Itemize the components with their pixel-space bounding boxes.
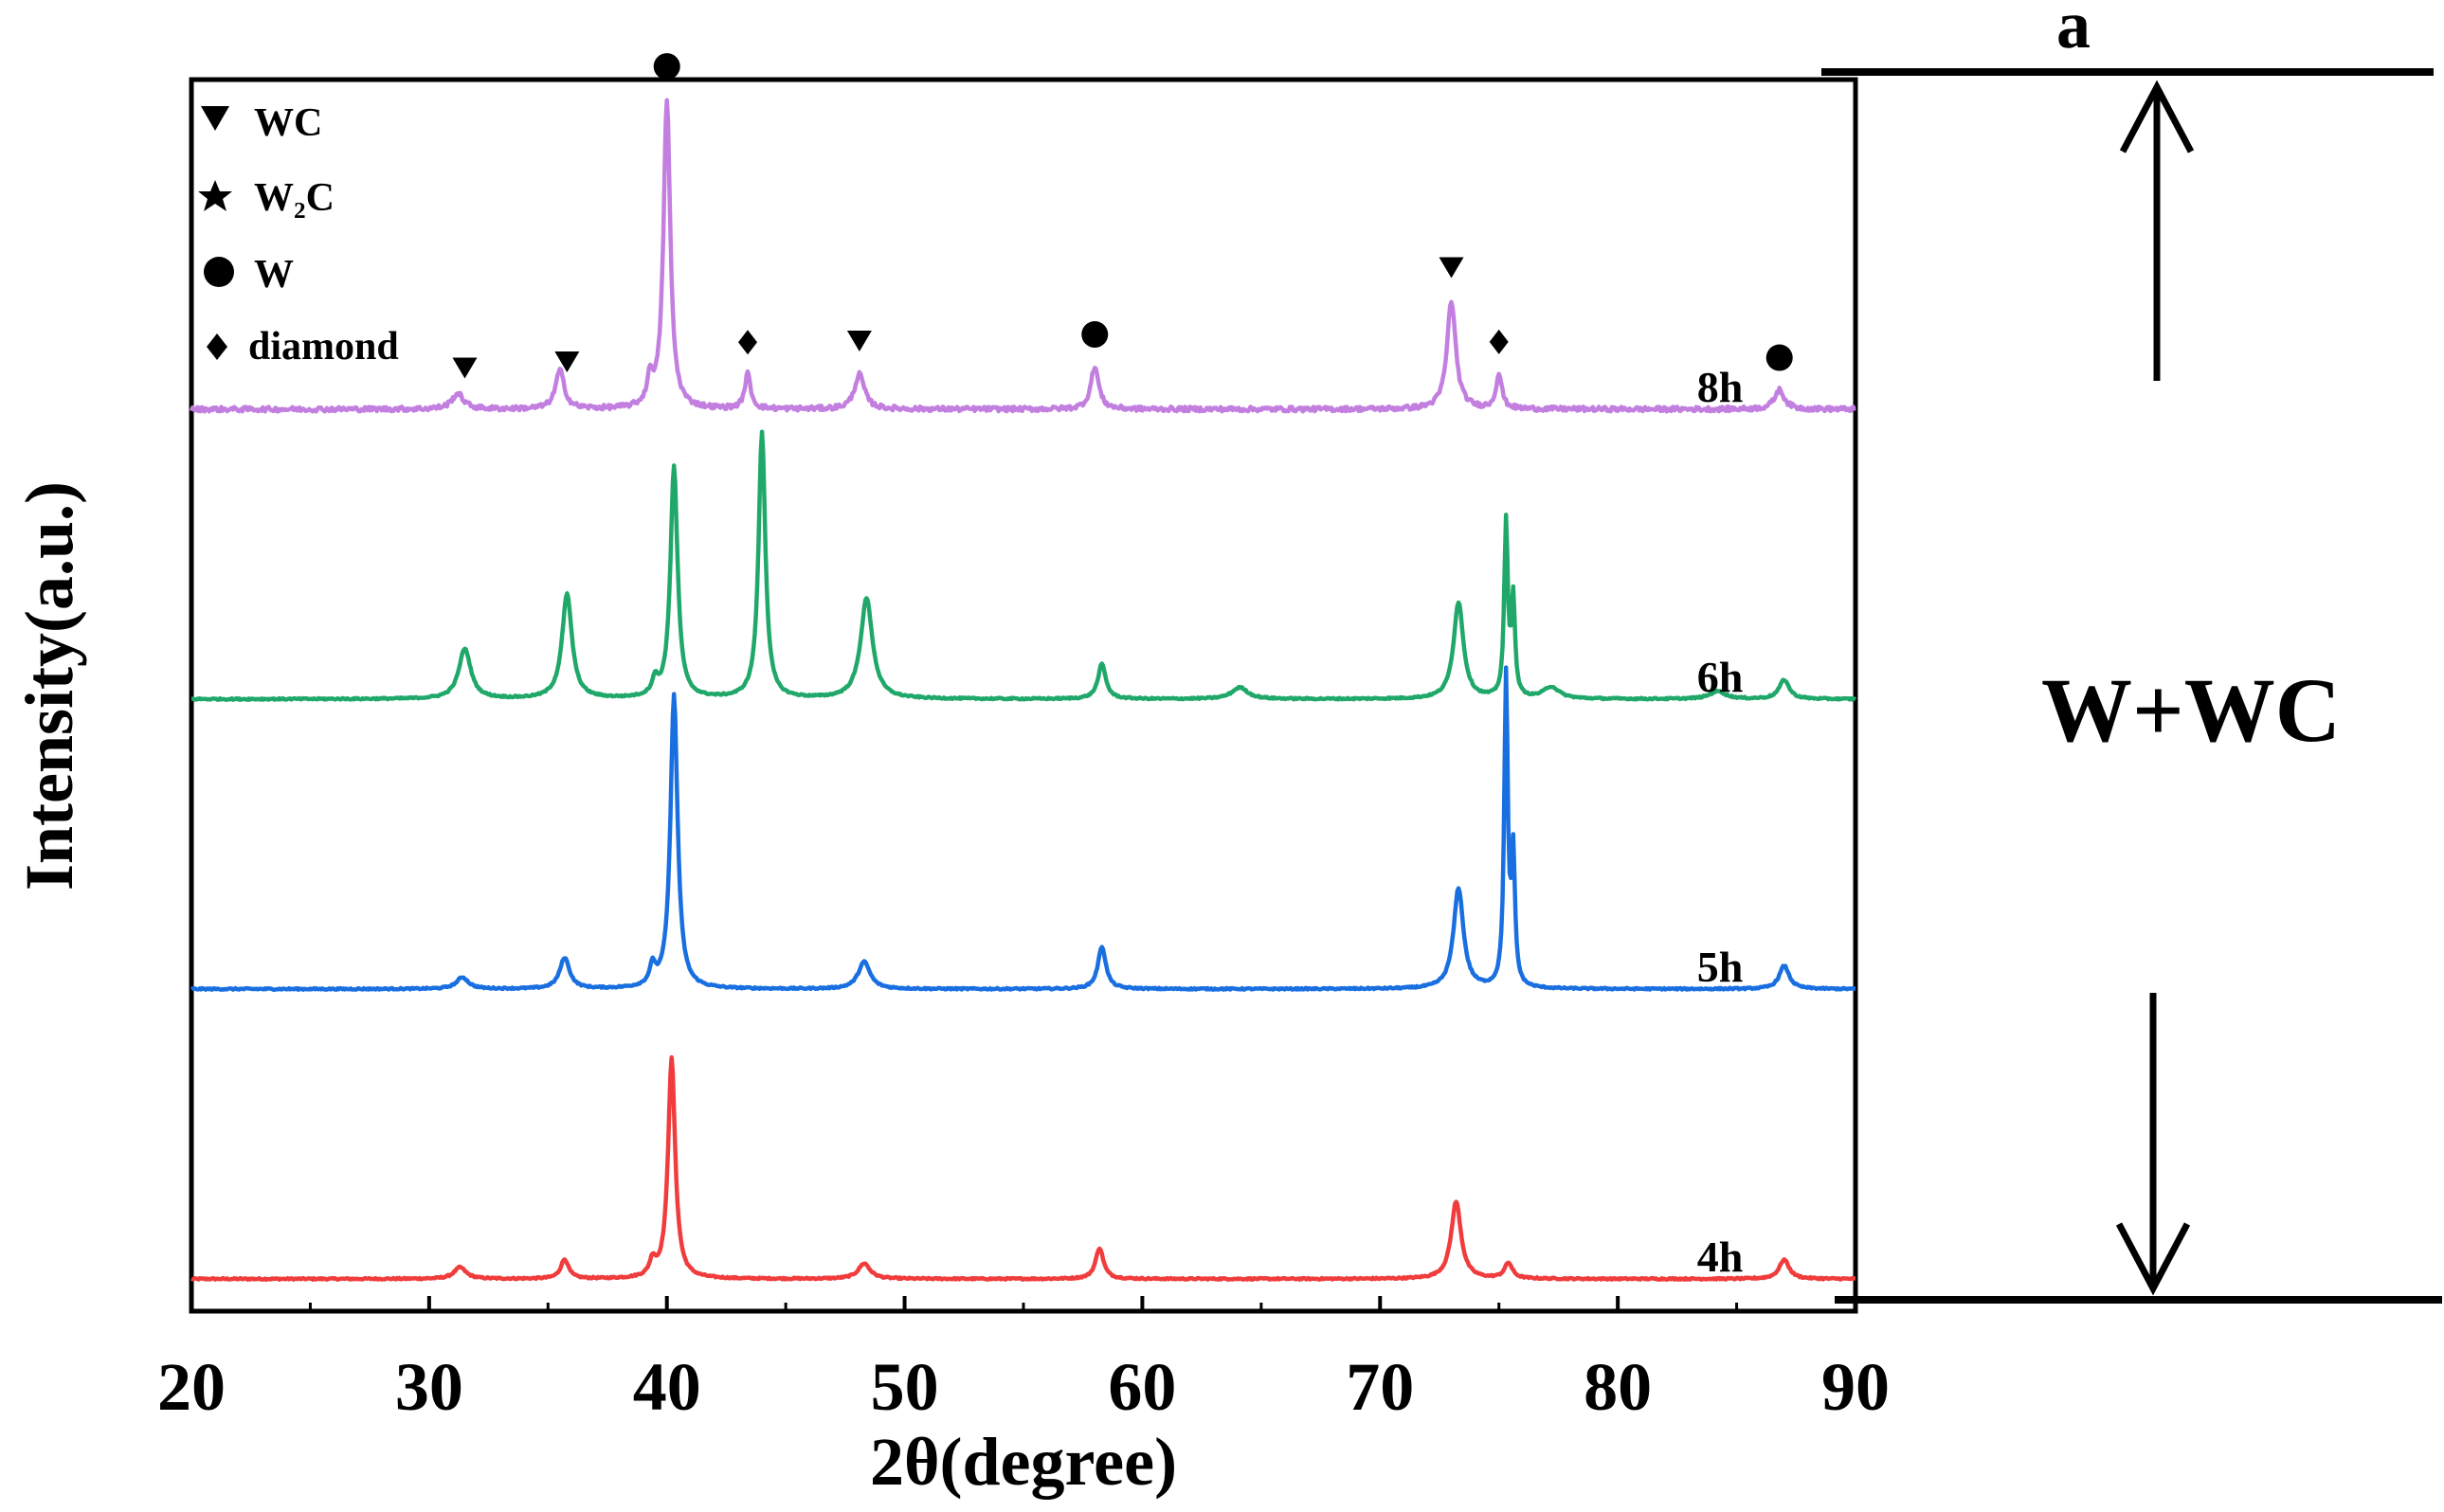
series-label-8h: 8h <box>1697 363 1744 411</box>
legend-w-circle-icon <box>204 257 234 287</box>
legend-wc-triangle-icon <box>201 106 229 131</box>
peak-marker-diamond-icon <box>1489 329 1509 354</box>
series-label-6h: 6h <box>1697 653 1744 701</box>
x-tick-label: 50 <box>871 1349 939 1425</box>
legend: WC W₂C W diamond <box>198 101 399 369</box>
legend-label-w2c: W₂C <box>254 176 335 220</box>
x-axis-title: 2θ(degree) <box>870 1424 1177 1500</box>
peak-marker-wc-icon <box>1439 257 1464 279</box>
peak-marker-diamond-icon <box>738 330 758 355</box>
x-axis-ticks: 20 30 40 50 60 70 80 90 <box>157 1296 1890 1425</box>
x-tick-label: 20 <box>157 1349 226 1425</box>
series-labels: 4h 5h 6h 8h <box>1697 363 1744 1281</box>
peak-marker-w-icon <box>1765 344 1793 371</box>
x-tick-label: 70 <box>1346 1349 1414 1425</box>
peak-marker-wc-icon <box>554 351 580 373</box>
series-label-4h: 4h <box>1697 1233 1744 1281</box>
series-layer <box>189 98 1857 1283</box>
series-line-4h <box>190 1054 1856 1283</box>
x-tick-label: 30 <box>395 1349 463 1425</box>
legend-label-w: W <box>254 253 294 297</box>
x-tick-label: 60 <box>1108 1349 1176 1425</box>
x-tick-label: 40 <box>633 1349 701 1425</box>
legend-label-wc: WC <box>254 101 322 145</box>
series-line-5h <box>190 665 1856 992</box>
y-axis-title: Intensity(a.u.) <box>11 481 87 891</box>
legend-w2c-star-icon <box>198 180 232 211</box>
legend-label-diamond: diamond <box>248 325 399 369</box>
x-tick-label: 90 <box>1821 1349 1890 1425</box>
legend-diamond-icon <box>207 333 227 360</box>
series-line-6h <box>190 429 1857 702</box>
series-label-5h: 5h <box>1697 943 1744 991</box>
series-line-8h <box>189 98 1856 414</box>
peak-marker-wc-icon <box>452 357 478 379</box>
arrow-down-icon <box>2115 993 2191 1296</box>
peak-marker-w-icon <box>653 53 680 81</box>
peak-markers <box>452 53 1793 379</box>
panel-letter: a <box>2056 0 2091 63</box>
arrow-up-icon <box>2119 80 2195 381</box>
peak-marker-wc-icon <box>846 331 872 352</box>
peak-marker-w-icon <box>1081 321 1109 349</box>
x-tick-label: 80 <box>1584 1349 1652 1425</box>
phase-annotation: W+WC <box>2041 659 2341 761</box>
